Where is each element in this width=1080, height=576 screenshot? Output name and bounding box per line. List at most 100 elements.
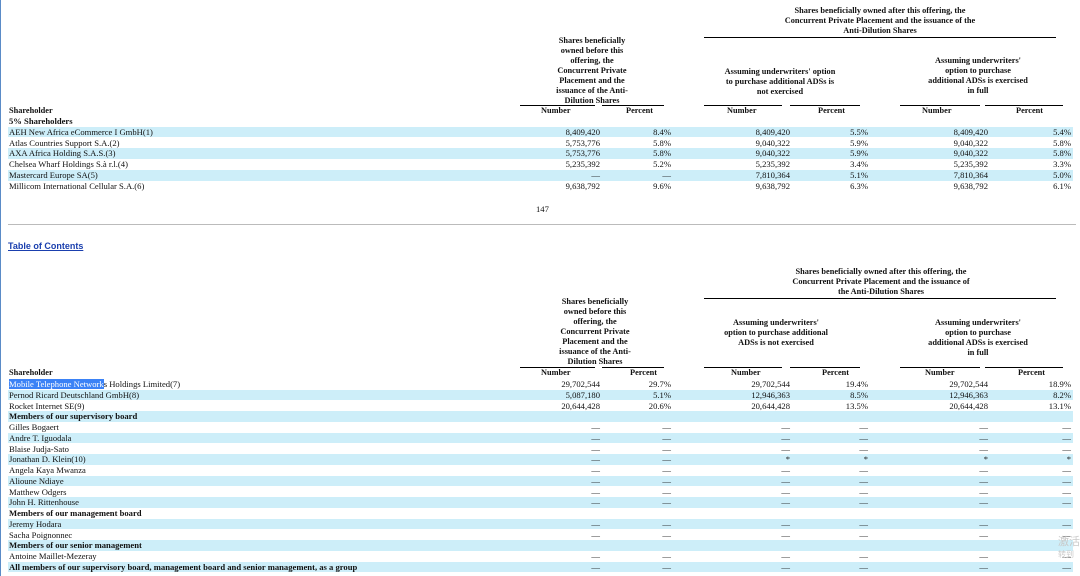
- table-of-contents-link[interactable]: Table of Contents: [8, 241, 84, 251]
- percent-not-exercised-cell: 19.4%: [845, 379, 868, 389]
- section-heading: Members of our supervisory board: [9, 411, 138, 422]
- number-before-cell: —: [591, 454, 600, 465]
- percent-exercised-cell: 13.1%: [1048, 400, 1071, 411]
- table-row: Chelsea Wharf Holdings S.à r.l.(4) 5,235,…: [8, 159, 1073, 170]
- number-not-exercised-cell: 9,040,322: [755, 148, 790, 159]
- number-before-cell: —: [591, 443, 600, 454]
- shareholder-name: Rocket Internet SE(9): [9, 400, 85, 411]
- number-exercised-cell: 8,409,420: [953, 126, 988, 137]
- number-before-cell: —: [591, 561, 600, 572]
- exercised-header: Assuming underwriters' option to purchas…: [928, 56, 1028, 95]
- number-not-exercised-cell: —: [781, 475, 790, 486]
- activation-watermark: 转到: [1058, 550, 1074, 559]
- before-offering-header: Shares beneficially owned before this of…: [559, 297, 631, 366]
- percent-exercised-cell: 5.0%: [1053, 170, 1071, 180]
- number-before-cell: 5,753,776: [565, 148, 600, 159]
- shareholder-name: AXA Africa Holding S.A.S.(3): [9, 148, 116, 159]
- percent-not-exercised-cell: —: [859, 475, 868, 486]
- percent-not-exercised-cell: —: [859, 518, 868, 529]
- percent-not-exercised-cell: *: [863, 454, 868, 465]
- percent-before-cell: —: [662, 561, 671, 572]
- number-before-cell: —: [591, 170, 600, 180]
- number-before-cell: —: [591, 551, 600, 561]
- percent-exercised-cell: —: [1062, 486, 1071, 497]
- percent-header: Percent: [818, 106, 846, 115]
- page-number: 147: [536, 204, 549, 214]
- percent-exercised-cell: —: [1062, 432, 1071, 443]
- table-row: Alioune Ndiaye — — — — — —: [8, 475, 1073, 487]
- number-not-exercised-cell: —: [781, 529, 790, 540]
- percent-before-cell: —: [662, 454, 671, 465]
- percent-before-cell: —: [662, 465, 671, 475]
- number-not-exercised-cell: —: [781, 561, 790, 572]
- number-header: Number: [727, 106, 757, 115]
- shareholder-name: Millicom International Cellular S.A.(6): [9, 180, 145, 191]
- percent-before-cell: —: [662, 529, 671, 540]
- percent-header: Percent: [822, 368, 850, 377]
- table-row: 5% Shareholders: [8, 116, 1073, 127]
- percent-exercised-cell: 3.3%: [1053, 159, 1071, 170]
- number-before-cell: —: [591, 432, 600, 443]
- shareholder-name: Matthew Odgers: [9, 486, 67, 497]
- percent-not-exercised-cell: —: [859, 529, 868, 540]
- number-before-cell: —: [591, 529, 600, 540]
- shareholder-name: Andre T. Iguodala: [9, 432, 72, 443]
- left-page-border: [0, 0, 1, 576]
- section-heading: All members of our supervisory board, ma…: [9, 561, 358, 572]
- number-not-exercised-cell: —: [781, 551, 790, 561]
- percent-header: Percent: [630, 368, 658, 377]
- percent-exercised-cell: —: [1062, 443, 1071, 454]
- table-row: Members of our management board: [8, 508, 1073, 519]
- number-before-cell: 29,702,544: [561, 379, 600, 389]
- shareholder-name: AEH New Africa eCommerce I GmbH(1): [9, 126, 153, 137]
- percent-exercised-cell: —: [1062, 561, 1071, 572]
- number-exercised-cell: —: [979, 561, 988, 572]
- number-exercised-cell: 9,040,322: [953, 148, 988, 159]
- number-exercised-cell: 7,810,364: [953, 170, 988, 180]
- shareholder-name: Chelsea Wharf Holdings S.à r.l.(4): [9, 159, 128, 170]
- number-exercised-cell: —: [979, 551, 988, 561]
- exercised-header: Assuming underwriters' option to purchas…: [928, 318, 1028, 357]
- percent-not-exercised-cell: 6.3%: [850, 180, 868, 191]
- section-heading: 5% Shareholders: [9, 116, 73, 126]
- shareholder-name: Angela Kaya Mwanza: [9, 465, 86, 475]
- number-not-exercised-cell: —: [781, 518, 790, 529]
- group-header-rule: [704, 37, 1056, 38]
- table-row: 29,702,544 29.7% 29,702,544 19.4% 29,702,544…: [8, 379, 1073, 390]
- percent-not-exercised-cell: —: [859, 497, 868, 508]
- percent-not-exercised-cell: 5.9%: [850, 148, 868, 159]
- shareholder-name: Alioune Ndiaye: [9, 475, 64, 486]
- group-header-rule: [704, 298, 1056, 299]
- number-not-exercised-cell: 9,040,322: [755, 137, 790, 148]
- shareholder-name: Mastercard Europe SA(5): [9, 170, 98, 180]
- number-not-exercised-cell: —: [781, 422, 790, 432]
- percent-before-cell: 20.6%: [648, 400, 671, 411]
- number-before-cell: 5,087,180: [565, 389, 600, 400]
- percent-before-cell: 5.8%: [653, 148, 671, 159]
- percent-exercised-cell: —: [1062, 518, 1071, 529]
- selected-text-highlight[interactable]: Mobile Telephone Network: [9, 379, 104, 389]
- number-before-cell: 9,638,792: [565, 180, 600, 191]
- percent-exercised-cell: —: [1062, 465, 1071, 475]
- table-row: Mastercard Europe SA(5) — — 7,810,364 5.1% 7,…: [8, 170, 1073, 181]
- number-exercised-cell: —: [979, 422, 988, 432]
- number-not-exercised-cell: —: [781, 465, 790, 475]
- percent-exercised-cell: 5.8%: [1053, 148, 1071, 159]
- mtn-holdings-label[interactable]: Mobile Telephone Networks Holdings Limit…: [9, 379, 180, 390]
- percent-before-cell: —: [662, 443, 671, 454]
- table-row: Sacha Poignonnec — — — — — —: [8, 530, 1073, 541]
- percent-exercised-cell: 18.9%: [1048, 379, 1071, 389]
- shareholder-name: John H. Rittenhouse: [9, 497, 79, 508]
- percent-exercised-cell: 5.8%: [1053, 137, 1071, 148]
- percent-not-exercised-cell: —: [859, 443, 868, 454]
- number-header: Number: [541, 106, 571, 115]
- number-not-exercised-cell: —: [781, 486, 790, 497]
- table-row: Jonathan D. Klein(10) — — * * * *: [8, 454, 1073, 465]
- number-not-exercised-cell: —: [781, 443, 790, 454]
- shareholder-name: Gilles Bogaert: [9, 422, 59, 432]
- section-heading: Members of our senior management: [9, 540, 142, 551]
- number-exercised-cell: 29,702,544: [949, 379, 988, 389]
- number-exercised-cell: 12,946,363: [949, 389, 988, 400]
- number-exercised-cell: —: [979, 465, 988, 475]
- percent-header: Percent: [626, 106, 654, 115]
